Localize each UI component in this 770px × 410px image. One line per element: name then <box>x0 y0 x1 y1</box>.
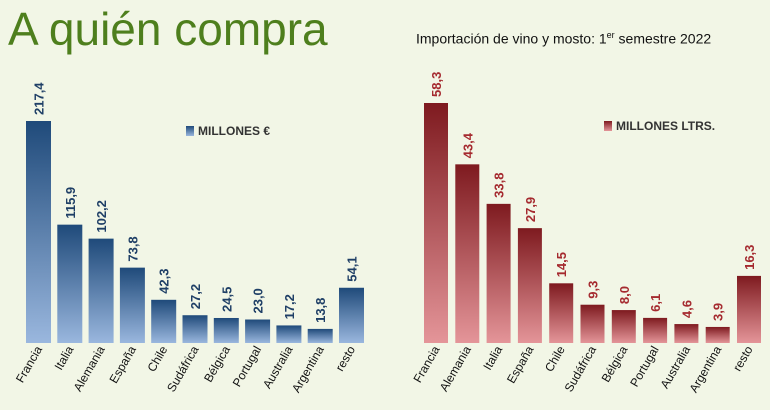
value-label: 33,8 <box>492 173 507 198</box>
page-title: A quién compra <box>8 3 328 55</box>
bar-9 <box>674 324 699 343</box>
category-label: Bélgica <box>201 343 233 384</box>
legend-label: MILLONES € <box>198 124 270 138</box>
category-label: España <box>107 343 140 386</box>
category-label: Chile <box>542 343 568 374</box>
value-label: 217,4 <box>32 82 47 115</box>
bar-5 <box>549 283 574 343</box>
bar-6 <box>182 315 208 343</box>
category-label: Portugal <box>230 344 264 390</box>
category-label: Francia <box>13 343 45 385</box>
bar-3 <box>486 203 511 343</box>
category-label: resto <box>730 343 756 373</box>
bar-4 <box>119 267 145 343</box>
value-label: 27,9 <box>523 197 538 222</box>
category-label: Chile <box>144 343 170 374</box>
bar-8 <box>245 319 271 343</box>
value-label: 73,8 <box>125 236 140 261</box>
category-label: Portugal <box>627 344 661 390</box>
subtitle-superscript: er <box>606 30 615 40</box>
category-label: resto <box>333 343 359 373</box>
value-label: 6,1 <box>648 294 663 312</box>
subtitle-suffix: semestre 2022 <box>614 30 712 47</box>
bar-11 <box>339 287 364 343</box>
legend-swatch <box>186 126 194 136</box>
chart-2: 58,3Francia43,4Alemania33,8Italia27,9Esp… <box>410 72 761 395</box>
category-label: España <box>504 343 537 386</box>
value-label: 13,8 <box>313 298 328 323</box>
bar-10 <box>705 326 730 343</box>
value-label: 42,3 <box>157 268 172 293</box>
bar-1 <box>26 121 51 343</box>
category-label: Bélgica <box>599 343 631 384</box>
value-label: 8,0 <box>617 286 632 304</box>
value-label: 27,2 <box>188 284 203 309</box>
bar-9 <box>276 325 302 343</box>
bar-1 <box>424 103 448 343</box>
value-label: 102,2 <box>94 200 109 233</box>
chart-subtitle: Importación de vino y mosto: 1er semestr… <box>416 30 711 47</box>
value-label: 3,9 <box>711 303 726 321</box>
category-label: Italia <box>480 343 505 372</box>
bar-7 <box>213 317 239 343</box>
value-label: 24,5 <box>219 287 234 312</box>
bar-7 <box>611 310 636 343</box>
bar-2 <box>57 224 83 343</box>
bar-3 <box>88 238 114 343</box>
value-label: 17,2 <box>282 294 297 319</box>
value-label: 23,0 <box>251 288 266 313</box>
value-label: 14,5 <box>554 252 569 277</box>
value-label: 54,1 <box>345 256 360 281</box>
bar-6 <box>580 304 605 343</box>
legend-label: MILLONES LTRS. <box>616 119 715 133</box>
legend-swatch <box>604 121 612 131</box>
bar-11 <box>737 275 761 343</box>
bar-4 <box>517 228 542 343</box>
bar-8 <box>643 317 668 343</box>
chart-1: 217,4Francia115,9Italia102,2Alemania73,8… <box>13 82 364 395</box>
value-label: 9,3 <box>586 281 601 299</box>
value-label: 115,9 <box>63 187 78 219</box>
bar-5 <box>151 299 177 343</box>
category-label: Francia <box>410 343 442 385</box>
value-label: 58,3 <box>429 72 444 97</box>
bar-2 <box>455 164 480 343</box>
value-label: 4,6 <box>679 300 694 318</box>
bar-10 <box>307 328 333 343</box>
subtitle-prefix: Importación de vino y mosto: 1 <box>416 30 607 47</box>
value-label: 43,4 <box>460 132 475 158</box>
category-label: Italia <box>52 343 77 372</box>
value-label: 16,3 <box>742 245 757 270</box>
